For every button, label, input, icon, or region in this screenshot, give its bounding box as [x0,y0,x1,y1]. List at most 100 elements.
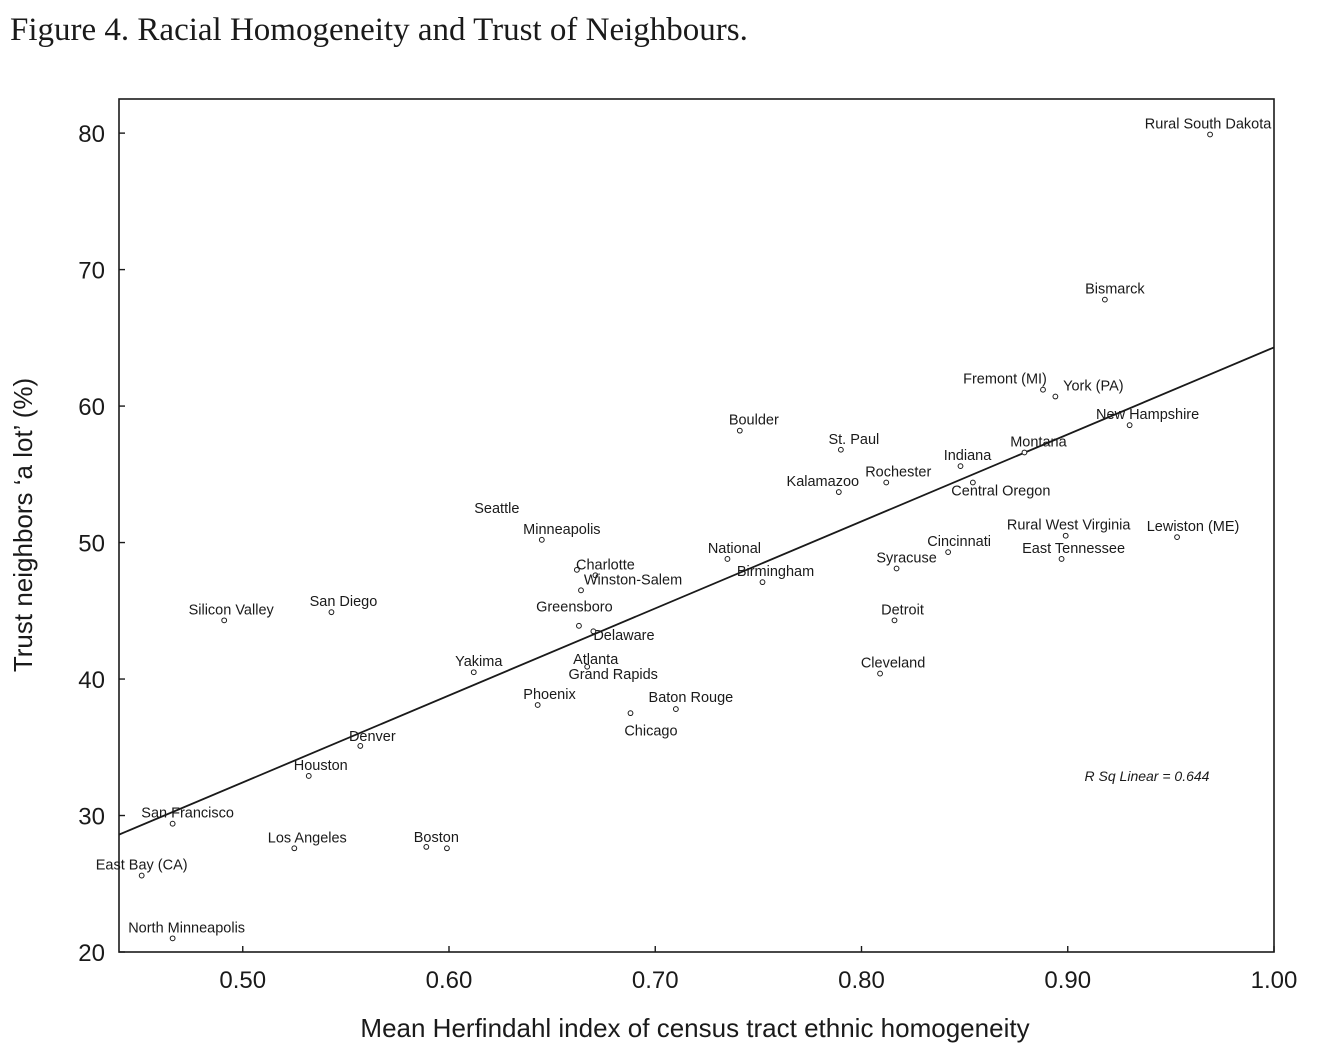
data-point [883,479,890,486]
data-point-label: Greensboro [536,599,613,615]
x-tick-label: 0.50 [219,967,266,994]
data-point-label: Grand Rapids [568,667,657,683]
data-point-label: San Francisco [141,806,234,822]
data-point-label: Charlotte [576,557,635,573]
data-point [169,935,176,942]
data-point [969,479,976,486]
data-point [1207,131,1213,138]
data-point [945,549,952,556]
y-axis-title: Trust neighbors ‘a lot’ (%) [8,378,38,672]
y-tick-label: 40 [78,667,105,694]
regression-line-group [118,346,1275,836]
y-tick-label: 80 [78,121,105,148]
data-point [444,845,450,852]
data-point-label: Seattle [474,501,519,517]
regression-line [118,346,1275,836]
data-point-label: East Tennessee [1022,541,1125,557]
data-point [1058,556,1065,562]
data-point [1126,422,1133,429]
data-point-label: Montana [1010,434,1067,450]
data-point [759,579,766,586]
data-point-label: Lewiston (ME) [1147,519,1240,535]
x-axis-title: Mean Herfindahl index of census tract et… [360,1013,1029,1043]
data-point [1052,393,1059,400]
x-axis: 0.50 0.60 0.70 0.80 0.90 1.00 [219,946,1297,994]
data-point [534,702,541,708]
data-point [1101,296,1108,303]
data-point-label: Silicon Valley [189,602,275,618]
x-tick-label: 0.70 [632,967,679,994]
data-point-label: Bismarck [1085,282,1145,298]
data-point-label: East Bay (CA) [96,858,188,874]
data-point [724,556,731,562]
data-point-label: Boston [414,830,459,846]
data-point-label: Cincinnati [927,534,991,550]
data-point [328,609,335,616]
data-point-label: Atlanta [573,652,619,668]
data-point [578,587,584,594]
data-point-label: Delaware [593,628,654,644]
y-tick-label: 60 [78,394,105,421]
data-point-label: Kalamazoo [787,474,860,490]
data-point-label: San Diego [310,594,378,610]
y-tick-label: 50 [78,531,105,558]
data-point [590,628,597,635]
data-point [877,670,883,677]
data-point-label: Minneapolis [523,522,600,538]
data-point [423,844,430,850]
data-point-label: National [708,541,761,557]
x-tick-label: 1.00 [1251,967,1298,994]
data-point [138,872,145,879]
data-point-label: Rural West Virginia [1007,518,1132,534]
data-point-label: Phoenix [523,687,576,703]
data-point-label: Cleveland [861,656,926,672]
data-point-label: Chicago [624,723,677,739]
data-point [957,463,964,470]
data-point [1062,532,1069,539]
x-tick-label: 0.80 [838,967,885,994]
data-point-label: Fremont (MI) [963,372,1047,388]
data-point [627,710,634,717]
data-point-label: Baton Rouge [649,690,734,706]
y-tick-label: 30 [78,804,105,831]
data-point-label: York (PA) [1063,379,1123,395]
data-point [835,489,842,495]
data-point [573,566,580,573]
data-point [672,706,679,712]
data-point [837,446,844,453]
data-point-label: Denver [349,729,396,745]
data-point [736,427,743,434]
data-point [169,820,176,827]
data-point [1174,534,1180,541]
data-point [592,572,599,579]
data-point-label: Houston [294,758,348,774]
x-tick-label: 0.60 [426,967,473,994]
data-point-label: Los Angeles [268,830,347,846]
data-point [305,773,312,779]
data-point [891,617,898,624]
data-point-label: Rochester [865,465,931,481]
y-tick-label: 70 [78,258,105,285]
data-point [538,536,545,543]
plot-frame [118,98,1275,953]
data-point-label: Syracuse [876,550,936,566]
data-point [470,669,477,676]
data-point [1021,449,1028,456]
data-points: Rural South Dakota Bismarck York (PA) Fremo… [96,116,1272,942]
data-point-label: North Minneapolis [128,920,245,936]
data-point-label: Indiana [944,448,993,464]
data-point-label: Boulder [729,413,779,429]
figure-title: Figure 4. Racial Homogeneity and Trust o… [10,12,748,48]
data-point-label: Winston-Salem [584,572,682,588]
x-tick-label: 0.90 [1044,967,1091,994]
y-axis: 20 30 40 50 60 70 80 [78,121,125,967]
data-point [1040,386,1046,393]
data-point [291,845,298,852]
data-point-label: Birmingham [737,564,814,580]
data-point-label: St. Paul [828,432,879,448]
data-point [221,617,228,624]
y-tick-label: 20 [78,940,105,967]
data-point-label: Central Oregon [951,484,1050,500]
data-point [584,663,591,670]
